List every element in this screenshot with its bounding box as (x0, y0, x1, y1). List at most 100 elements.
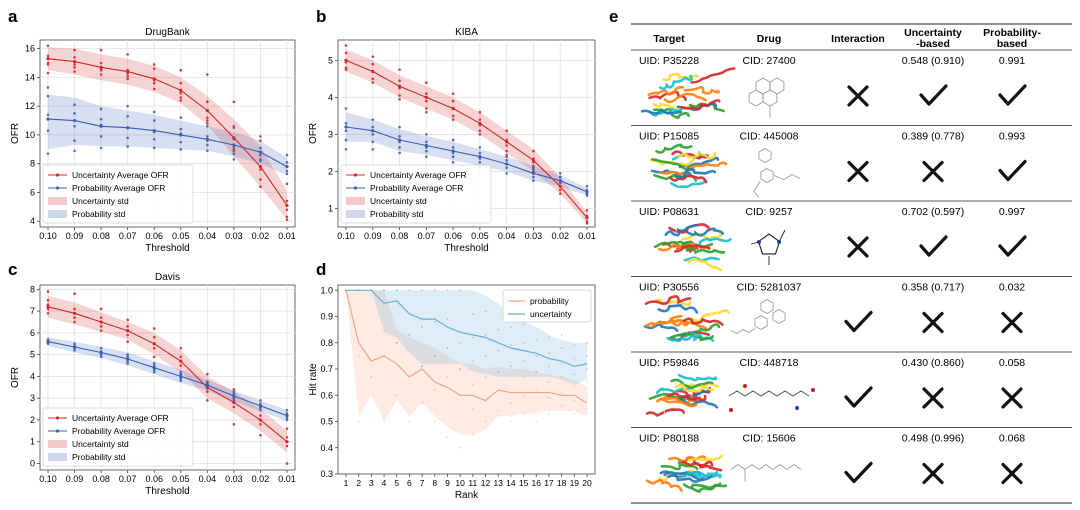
sample-point-1 (285, 153, 289, 157)
molecule-ring (760, 298, 774, 315)
sample-point-0 (497, 410, 500, 412)
sample-point-1 (558, 175, 562, 179)
series-marker-1 (126, 357, 130, 361)
sample-point-0 (206, 372, 209, 376)
sample-point-0 (285, 208, 289, 212)
protein-helix (667, 392, 707, 402)
x-tick-label: 0.04 (199, 474, 217, 484)
protein-helix (663, 92, 707, 104)
check-icon (919, 84, 948, 106)
protein-helix (682, 317, 724, 326)
sample-point-1 (179, 372, 183, 376)
std-band-1 (48, 337, 287, 421)
sample-point-1 (73, 112, 76, 115)
x-tick-label: 0.01 (578, 231, 596, 241)
uncertainty-value: 0.548 (0.910) (902, 55, 964, 67)
x-tick-label: 0.10 (39, 474, 57, 484)
cross-icon (922, 462, 944, 485)
sample-point-0 (73, 292, 76, 296)
sample-point-1 (152, 119, 156, 122)
y-tick-label: 1 (30, 437, 35, 447)
x-tick-label: 0.08 (92, 474, 110, 484)
y-axis-label: Hit rate (308, 363, 319, 396)
sample-point-1 (560, 362, 563, 365)
y-tick-label: 1 (328, 203, 333, 213)
protein-structure-icon (640, 67, 736, 119)
molecule-bond (730, 463, 802, 471)
protein-helix (687, 257, 722, 272)
sample-point-0 (344, 66, 348, 70)
series-line-1 (345, 126, 588, 193)
target-uid: UID: P15085 (639, 131, 699, 143)
series-marker-0 (152, 77, 156, 81)
sample-point-1 (99, 355, 103, 359)
series-marker-1 (72, 118, 77, 123)
check-icon (844, 386, 873, 408)
molecule-ring (754, 314, 768, 331)
y-tick-label: 0.8 (320, 338, 333, 348)
series-line-1 (47, 118, 288, 168)
sample-point-1 (532, 168, 535, 171)
table-row: UID: P15085 CID: 445008 0.389 (0.778) 0.993 (631, 131, 1072, 202)
sample-point-1 (408, 289, 411, 292)
sample-point-0 (73, 70, 76, 73)
y-tick-label: 0 (30, 458, 35, 468)
protein-helix (680, 99, 721, 111)
sample-point-0 (126, 325, 129, 328)
sample-point-1 (585, 194, 589, 197)
sample-point-0 (179, 68, 183, 72)
sample-point-0 (46, 54, 50, 58)
x-tick-label: 0.02 (551, 231, 569, 241)
sample-point-0 (179, 81, 183, 85)
sample-point-0 (425, 99, 428, 103)
sample-point-1 (232, 390, 236, 393)
legend-label: Probability Average OFR (72, 183, 165, 193)
sample-point-1 (395, 341, 398, 344)
sample-point-0 (73, 63, 76, 66)
sample-point-0 (259, 185, 262, 189)
cross-icon (1001, 311, 1023, 334)
sample-point-0 (505, 144, 508, 147)
y-tick-label: 12 (25, 101, 35, 111)
legend-box (340, 164, 492, 224)
molecule-ring (748, 89, 764, 107)
series-line-0 (345, 290, 588, 404)
x-tick-label: 3 (369, 478, 374, 488)
sample-point-1 (259, 406, 262, 410)
sample-point-0 (573, 412, 576, 415)
sample-point-1 (421, 326, 424, 328)
sample-point-0 (509, 402, 512, 405)
molecule-structure-icon (748, 77, 785, 118)
x-tick-label: 0.06 (145, 231, 163, 241)
series-marker-0 (179, 88, 183, 92)
panel-a: a 0.10 0.09 0.08 0.07 0.06 0.05 0.04 0.03 0.02 0.0… (8, 7, 296, 254)
sample-point-0 (560, 404, 563, 407)
protein-structure-icon (649, 143, 728, 189)
x-tick-label: 0.10 (337, 231, 355, 241)
x-axis-label: Threshold (145, 243, 189, 254)
sample-point-1 (46, 86, 50, 89)
series-marker-1 (451, 149, 455, 153)
sample-point-0 (285, 462, 289, 465)
sample-point-0 (357, 420, 360, 423)
sample-point-0 (285, 427, 289, 430)
sample-point-0 (46, 44, 50, 48)
sample-point-1 (232, 392, 236, 396)
x-tick-label: 14 (506, 478, 516, 488)
sample-point-1 (259, 402, 262, 405)
sample-point-0 (152, 355, 156, 359)
sample-point-1 (451, 160, 455, 164)
sample-point-0 (73, 320, 76, 324)
panel-b: b 0.10 0.09 0.08 0.07 0.06 0.05 0.04 0.03 0.02 0.0… (308, 7, 596, 254)
drug-cid: CID: 27400 (742, 55, 795, 67)
sample-point-1 (126, 362, 129, 365)
sample-point-0 (586, 381, 588, 384)
x-tick-label: 0.03 (225, 474, 243, 484)
sample-point-1 (206, 143, 209, 147)
sample-point-0 (478, 129, 482, 133)
legend-label: Uncertainty std (72, 439, 129, 449)
sample-point-1 (152, 364, 156, 367)
sample-point-1 (232, 126, 236, 130)
cross-icon (847, 236, 869, 258)
x-tick-label: 17 (544, 478, 554, 488)
